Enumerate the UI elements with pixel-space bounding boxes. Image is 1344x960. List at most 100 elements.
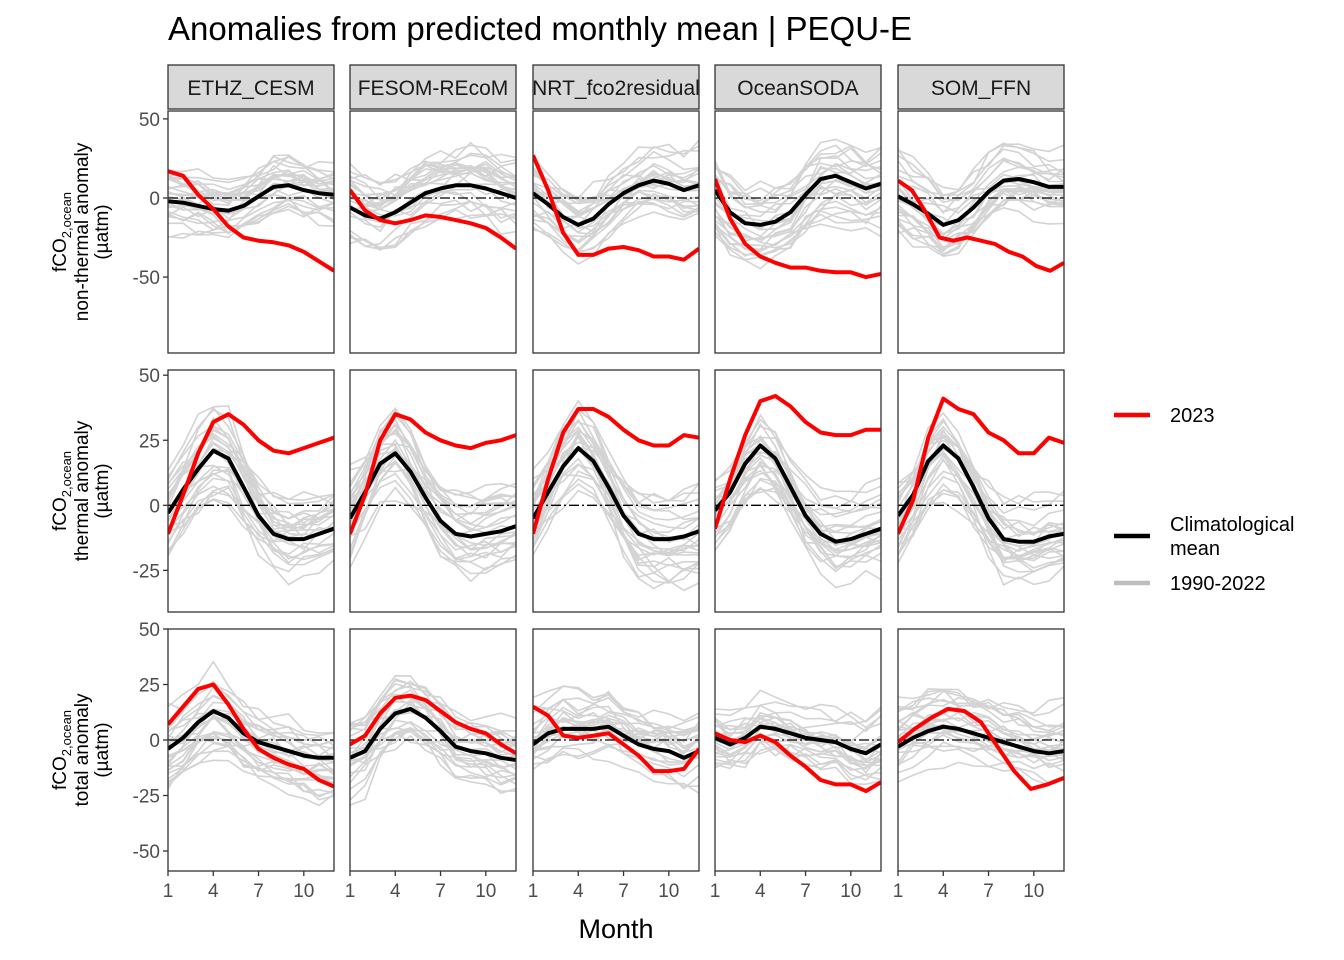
series-2023: [533, 407, 699, 535]
panel: [714, 628, 882, 872]
series-1990-2022-line: [350, 200, 516, 249]
series-1990-2022-line: [898, 483, 1064, 562]
series-1990-2022-line: [350, 163, 516, 191]
series-1990-2022-line: [533, 747, 699, 794]
facet-strip-label: FESOM-REcoM: [358, 77, 509, 100]
y-tick-label: -50: [133, 268, 160, 289]
series-climatological-mean: [350, 451, 516, 539]
series-1990-2022-line: [898, 729, 1064, 748]
y-axis-title-line1: fCO2,ocean: [50, 451, 74, 531]
x-tick-label: 4: [208, 881, 219, 902]
series-1990-2022-line: [350, 169, 516, 208]
legend-label: 2023: [1170, 405, 1215, 427]
series-1990-2022-line: [350, 734, 516, 790]
series-1990-2022-line: [715, 138, 881, 212]
series-1990-2022-line: [350, 727, 516, 769]
series-1990-2022-line: [350, 450, 516, 516]
panel: [167, 369, 335, 613]
y-axis-title-line2: total anomaly: [72, 693, 93, 807]
facet-strip-bg: [897, 64, 1065, 110]
panel: [349, 628, 517, 872]
series-2023: [168, 412, 334, 535]
series-1990-2022-line: [533, 399, 699, 521]
facet-strip: ETHZ_CESM: [167, 64, 335, 110]
panel-border: [167, 628, 335, 872]
series-climatological-mean: [168, 183, 334, 213]
series-1990-2022-line: [898, 187, 1064, 249]
series-1990-2022-line: [533, 171, 699, 205]
series-1990-2022-line: [533, 162, 699, 218]
series-climatological-mean: [533, 178, 699, 227]
panel-border: [714, 110, 882, 354]
series-1990-2022-line: [715, 716, 881, 752]
series-climatological-mean: [168, 448, 334, 542]
series-1990-2022-line: [533, 183, 699, 235]
series-2023: [898, 178, 1064, 273]
series-1990-2022-line: [168, 485, 334, 551]
series-2023: [168, 682, 334, 789]
y-tick-label: 0: [149, 731, 160, 752]
x-tick-label: 4: [573, 881, 584, 902]
series-1990-2022-line: [168, 759, 334, 786]
series-1990-2022-line: [168, 695, 334, 772]
panel-border: [167, 110, 335, 354]
panel-background: [168, 111, 334, 353]
panel-background: [533, 629, 699, 871]
legend-entry: 2023: [1114, 405, 1215, 427]
y-tick-label: 50: [139, 110, 160, 131]
facet-strip-bg: [532, 64, 700, 110]
facet-strip-label: NRT_fco2residual: [532, 77, 700, 100]
series-2023: [715, 394, 881, 530]
panel-background: [168, 629, 334, 871]
panel-border: [349, 110, 517, 354]
x-tick-label: 10: [1023, 881, 1044, 902]
x-tick-label: 7: [253, 881, 264, 902]
panel-border: [349, 369, 517, 613]
panel-border: [532, 369, 700, 613]
series-1990-2022-line: [168, 173, 334, 202]
series-2023: [350, 188, 516, 251]
series-1990-2022-line: [168, 193, 334, 231]
series-1990-2022-line: [533, 211, 699, 265]
series-1990-2022-line: [168, 735, 334, 794]
panels-layer: ETHZ_CESM FESOM-REcoM NRT_fco2residual Ocea…: [50, 64, 1065, 902]
x-tick-label: 7: [618, 881, 629, 902]
series-climatological-mean: [715, 724, 881, 756]
panel-border: [714, 369, 882, 613]
series-1990-2022-line: [715, 162, 881, 205]
facet-strip-bg: [714, 64, 882, 110]
panel-background: [533, 111, 699, 353]
series-1990-2022-line: [168, 660, 334, 750]
series-2023: [168, 169, 334, 273]
series-2023: [715, 178, 881, 280]
panel-border: [897, 628, 1065, 872]
series-climatological-mean: [350, 706, 516, 762]
panel: [897, 369, 1065, 613]
series-1990-2022-line: [168, 169, 334, 202]
panel: [714, 110, 882, 354]
series-1990-2022-line: [168, 404, 334, 530]
y-axis-title-line1: fCO2,ocean: [50, 710, 74, 790]
series-climatological-mean: [898, 443, 1064, 544]
series-1990-2022-line: [350, 208, 516, 252]
series-1990-2022-line: [168, 205, 334, 239]
series-1990-2022-line: [350, 163, 516, 206]
x-tick-label: 1: [710, 881, 721, 902]
facet-strip-bg: [349, 64, 517, 110]
series-1990-2022-line: [898, 745, 1064, 787]
x-tick-label: 10: [840, 881, 861, 902]
panel: [167, 628, 335, 872]
legend-entry: 1990-2022: [1114, 573, 1266, 595]
series-1990-2022-line: [168, 686, 334, 737]
series-1990-2022-line: [898, 459, 1064, 553]
panel-border: [167, 369, 335, 613]
series-1990-2022-line: [168, 469, 334, 586]
facet-strip-label: OceanSODA: [737, 77, 858, 100]
panel: [167, 110, 335, 354]
legend-label-line2: mean: [1170, 538, 1220, 560]
series-1990-2022-line: [168, 173, 334, 199]
